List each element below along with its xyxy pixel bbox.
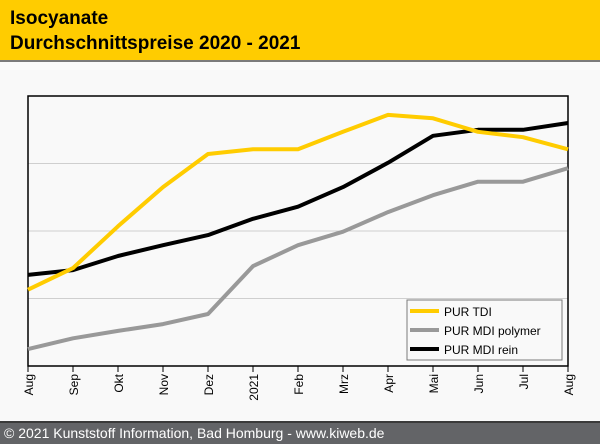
x-tick-label: Aug: [22, 374, 36, 395]
x-tick-label: Nov: [157, 374, 171, 395]
x-tick-label: Jul: [517, 374, 531, 389]
chart-subtitle: Durchschnittspreise 2020 - 2021: [10, 33, 301, 54]
legend: PUR TDI PUR MDI polymer PUR MDI rein: [406, 299, 563, 361]
x-tick-label: Mai: [427, 374, 441, 393]
x-tick-label: Apr: [382, 374, 396, 393]
x-tick-label: Mrz: [337, 374, 351, 394]
series-line-pur-mdi-rein: [27, 121, 569, 277]
x-tick-label: Sep: [67, 374, 81, 396]
copyright-text: © 2021 Kunststoff Information, Bad Hombu…: [4, 425, 385, 441]
legend-label: PUR TDI: [444, 305, 492, 319]
x-tick-label: 2021: [247, 374, 261, 401]
x-tick-label: Feb: [292, 374, 306, 395]
x-tick-label: Okt: [112, 373, 126, 392]
legend-label: PUR MDI polymer: [444, 324, 541, 338]
x-tick-label: Dez: [202, 374, 216, 395]
chart-header: Isocyanate Durchschnittspreise 2020 - 20…: [0, 0, 600, 62]
footer: © 2021 Kunststoff Information, Bad Hombu…: [0, 421, 600, 444]
legend-label: PUR MDI rein: [444, 343, 518, 357]
x-tick-label: Aug: [562, 374, 576, 395]
chart-title: Isocyanate: [10, 8, 109, 29]
series-line-pur-tdi: [27, 112, 569, 292]
x-tick-label: Jun: [472, 374, 486, 393]
series-line-pur-mdi-polymer: [27, 166, 569, 352]
